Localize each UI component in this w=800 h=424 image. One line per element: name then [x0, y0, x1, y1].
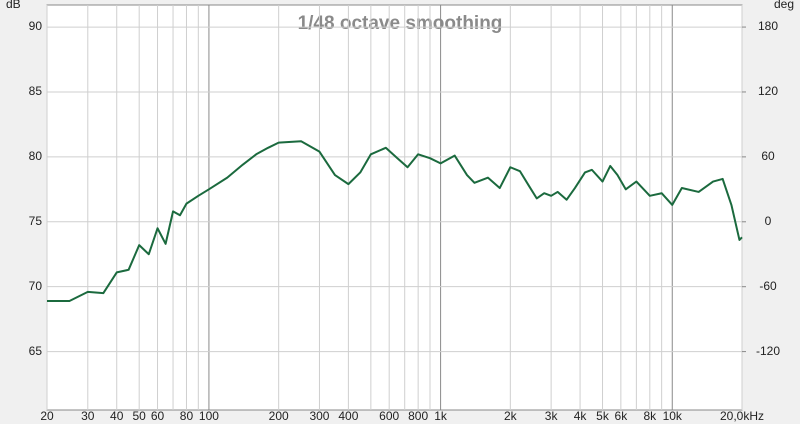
x-tick-label: 6k [615, 409, 629, 423]
x-tick-label: 200 [269, 409, 289, 423]
x-tick-label: 1k [434, 409, 448, 423]
x-tick-label: 30 [81, 409, 95, 423]
y2-tick-label: -120 [756, 344, 780, 358]
x-tick-label: 400 [338, 409, 358, 423]
x-tick-label: 10k [663, 409, 683, 423]
y2-axis-label: deg [774, 0, 794, 11]
x-tick-label: 40 [110, 409, 124, 423]
y2-tick-label: 180 [758, 19, 778, 33]
x-tick-label: 20 [40, 409, 54, 423]
x-tick-label: 300 [309, 409, 329, 423]
chart-title: 1/48 octave smoothing [298, 13, 503, 34]
x-tick-label: 80 [180, 409, 194, 423]
y2-tick-label: 0 [765, 214, 772, 228]
x-tick-label: 20,0kHz [720, 409, 764, 423]
x-tick-label: 600 [379, 409, 399, 423]
y2-tick-label: -60 [759, 279, 777, 293]
plot-area [46, 4, 743, 411]
y-axis-label: dB [6, 0, 21, 11]
x-tick-label: 800 [408, 409, 428, 423]
y-tick-label: 70 [29, 279, 43, 293]
y2-tick-label: 60 [761, 149, 775, 163]
y2-tick-label: 120 [758, 84, 778, 98]
x-tick-label: 100 [199, 409, 219, 423]
x-tick-label: 50 [133, 409, 147, 423]
x-tick-label: 60 [151, 409, 165, 423]
response-line [47, 140, 743, 302]
x-tick-label: 8k [643, 409, 657, 423]
y-tick-label: 75 [29, 214, 43, 228]
x-tick-label: 5k [596, 409, 610, 423]
x-tick-label: 3k [545, 409, 559, 423]
y-tick-label: 80 [29, 149, 43, 163]
y-tick-label: 65 [29, 344, 43, 358]
x-tick-label: 2k [504, 409, 518, 423]
x-tick-label: 4k [574, 409, 588, 423]
y-tick-label: 85 [29, 84, 43, 98]
y-tick-label: 90 [29, 19, 43, 33]
